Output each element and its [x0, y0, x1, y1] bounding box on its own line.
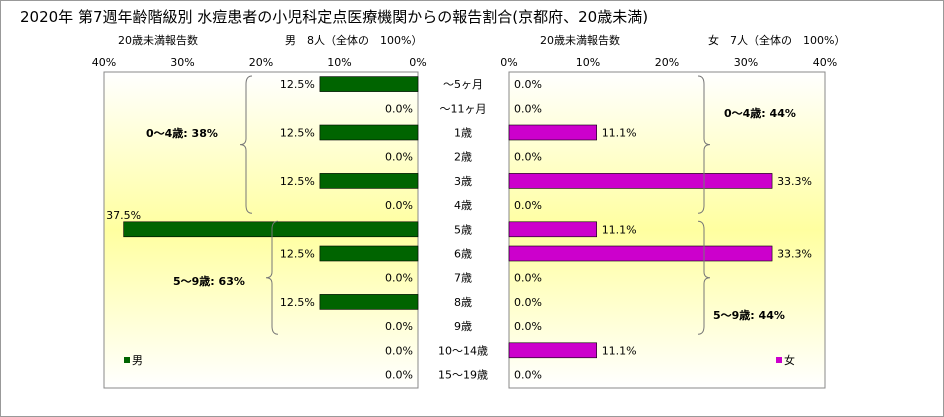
data-label: 0.0% [514, 199, 542, 212]
female-legend-swatch [776, 357, 782, 363]
bracket [697, 220, 711, 335]
category-label: ～11ヶ月 [440, 102, 487, 115]
data-label: 0.0% [514, 78, 542, 91]
bracket [697, 75, 711, 214]
male-legend-label: 男 [132, 354, 143, 367]
female-legend-label: 女 [784, 353, 795, 367]
data-label: 11.1% [602, 223, 637, 236]
male-annotation-5-9: 5～9歳: 63% [173, 274, 245, 288]
female-panel: 20歳未満報告数 女 7人（全体の 100%） 0% 10% 20% 30% 40% 0… [500, 33, 845, 389]
male-x-axis: 40% 30% 20% 10% 0% [92, 56, 427, 69]
male-value-labels: 12.5% 0.0% 12.5% 0.0% 12.5% 0.0% 37.5% 12.5% 0.0… [106, 78, 413, 381]
female-brackets [697, 75, 711, 335]
data-label: 0.0% [514, 320, 542, 333]
data-label: 37.5% [106, 209, 141, 222]
male-brackets [239, 75, 279, 335]
bracket [239, 75, 253, 214]
x-tick-label: 0% [409, 56, 426, 69]
category-label: 10～14歳 [438, 344, 488, 357]
bar-female [508, 221, 597, 238]
bar-male [319, 245, 419, 262]
category-label: 5歳 [454, 223, 472, 236]
category-label: 15～19歳 [438, 369, 488, 382]
male-subtitle-right: 男 8人（全体の 100%） [285, 33, 422, 47]
x-tick-label: 20% [249, 56, 273, 69]
bar-female [508, 245, 773, 262]
data-label: 0.0% [514, 102, 542, 115]
x-tick-label: 40% [813, 56, 837, 69]
bar-female [508, 173, 773, 189]
data-label: 0.0% [385, 199, 413, 212]
data-label: 0.0% [514, 369, 542, 382]
category-label: 7歳 [454, 272, 472, 285]
bracket [265, 220, 279, 335]
female-value-labels: 0.0% 0.0% 11.1% 0.0% 33.3% 0.0% 11.1% 33.3% 0.0%… [514, 78, 812, 381]
male-bars [123, 76, 419, 310]
bar-male [319, 124, 419, 141]
male-legend-swatch [124, 357, 130, 363]
chart-title: 2020年 第7週年齢階級別 水痘患者の小児科定点医療機関からの報告割合(京都府… [20, 8, 648, 26]
female-annotation-0-4: 0～4歳: 44% [724, 106, 796, 120]
data-label: 0.0% [385, 272, 413, 285]
category-label: 1歳 [454, 127, 472, 140]
bar-female [508, 342, 597, 359]
data-label: 0.0% [385, 369, 413, 382]
x-tick-label: 30% [170, 56, 194, 69]
category-label: 3歳 [454, 175, 472, 188]
data-label: 11.1% [602, 344, 637, 357]
category-label: ～5ヶ月 [443, 78, 483, 91]
x-tick-label: 30% [734, 56, 758, 69]
data-label: 12.5% [280, 296, 315, 309]
data-label: 0.0% [385, 320, 413, 333]
data-label: 12.5% [280, 78, 315, 91]
female-x-axis: 0% 10% 20% 30% 40% [500, 56, 837, 69]
male-annotation-0-4: 0～4歳: 38% [146, 126, 218, 140]
category-label: 9歳 [454, 320, 472, 333]
data-label: 12.5% [280, 127, 315, 140]
bar-female [508, 124, 597, 141]
bar-male [123, 221, 419, 238]
x-tick-label: 20% [655, 56, 679, 69]
x-tick-label: 40% [92, 56, 116, 69]
data-label: 12.5% [280, 248, 315, 261]
bar-male [319, 294, 419, 310]
category-label: 6歳 [454, 248, 472, 261]
bar-male [319, 76, 419, 92]
x-tick-label: 10% [576, 56, 600, 69]
data-label: 0.0% [385, 151, 413, 164]
data-label: 0.0% [385, 344, 413, 357]
male-panel: 20歳未満報告数 男 8人（全体の 100%） 40% 30% 20% 10% 0% 1… [92, 33, 427, 389]
category-label: 2歳 [454, 151, 472, 164]
x-tick-label: 0% [500, 56, 517, 69]
data-label: 11.1% [602, 127, 637, 140]
category-label: 4歳 [454, 199, 472, 212]
female-subtitle-left: 20歳未満報告数 [540, 34, 620, 47]
data-label: 0.0% [514, 272, 542, 285]
female-bars [508, 124, 773, 359]
data-label: 0.0% [385, 102, 413, 115]
male-subtitle-left: 20歳未満報告数 [118, 34, 198, 47]
data-label: 0.0% [514, 296, 542, 309]
data-label: 0.0% [514, 151, 542, 164]
data-label: 12.5% [280, 175, 315, 188]
x-tick-label: 10% [327, 56, 351, 69]
data-label: 33.3% [777, 248, 812, 261]
data-label: 33.3% [777, 175, 812, 188]
category-label: 8歳 [454, 296, 472, 309]
female-subtitle-right: 女 7人（全体の 100%） [708, 33, 845, 47]
bar-male [319, 173, 419, 189]
age-category-labels: ～5ヶ月 ～11ヶ月 1歳 2歳 3歳 4歳 5歳 6歳 7歳 8歳 9歳 10～14歳 15～19歳 [438, 78, 488, 381]
female-annotation-5-9: 5～9歳: 44% [713, 308, 785, 322]
